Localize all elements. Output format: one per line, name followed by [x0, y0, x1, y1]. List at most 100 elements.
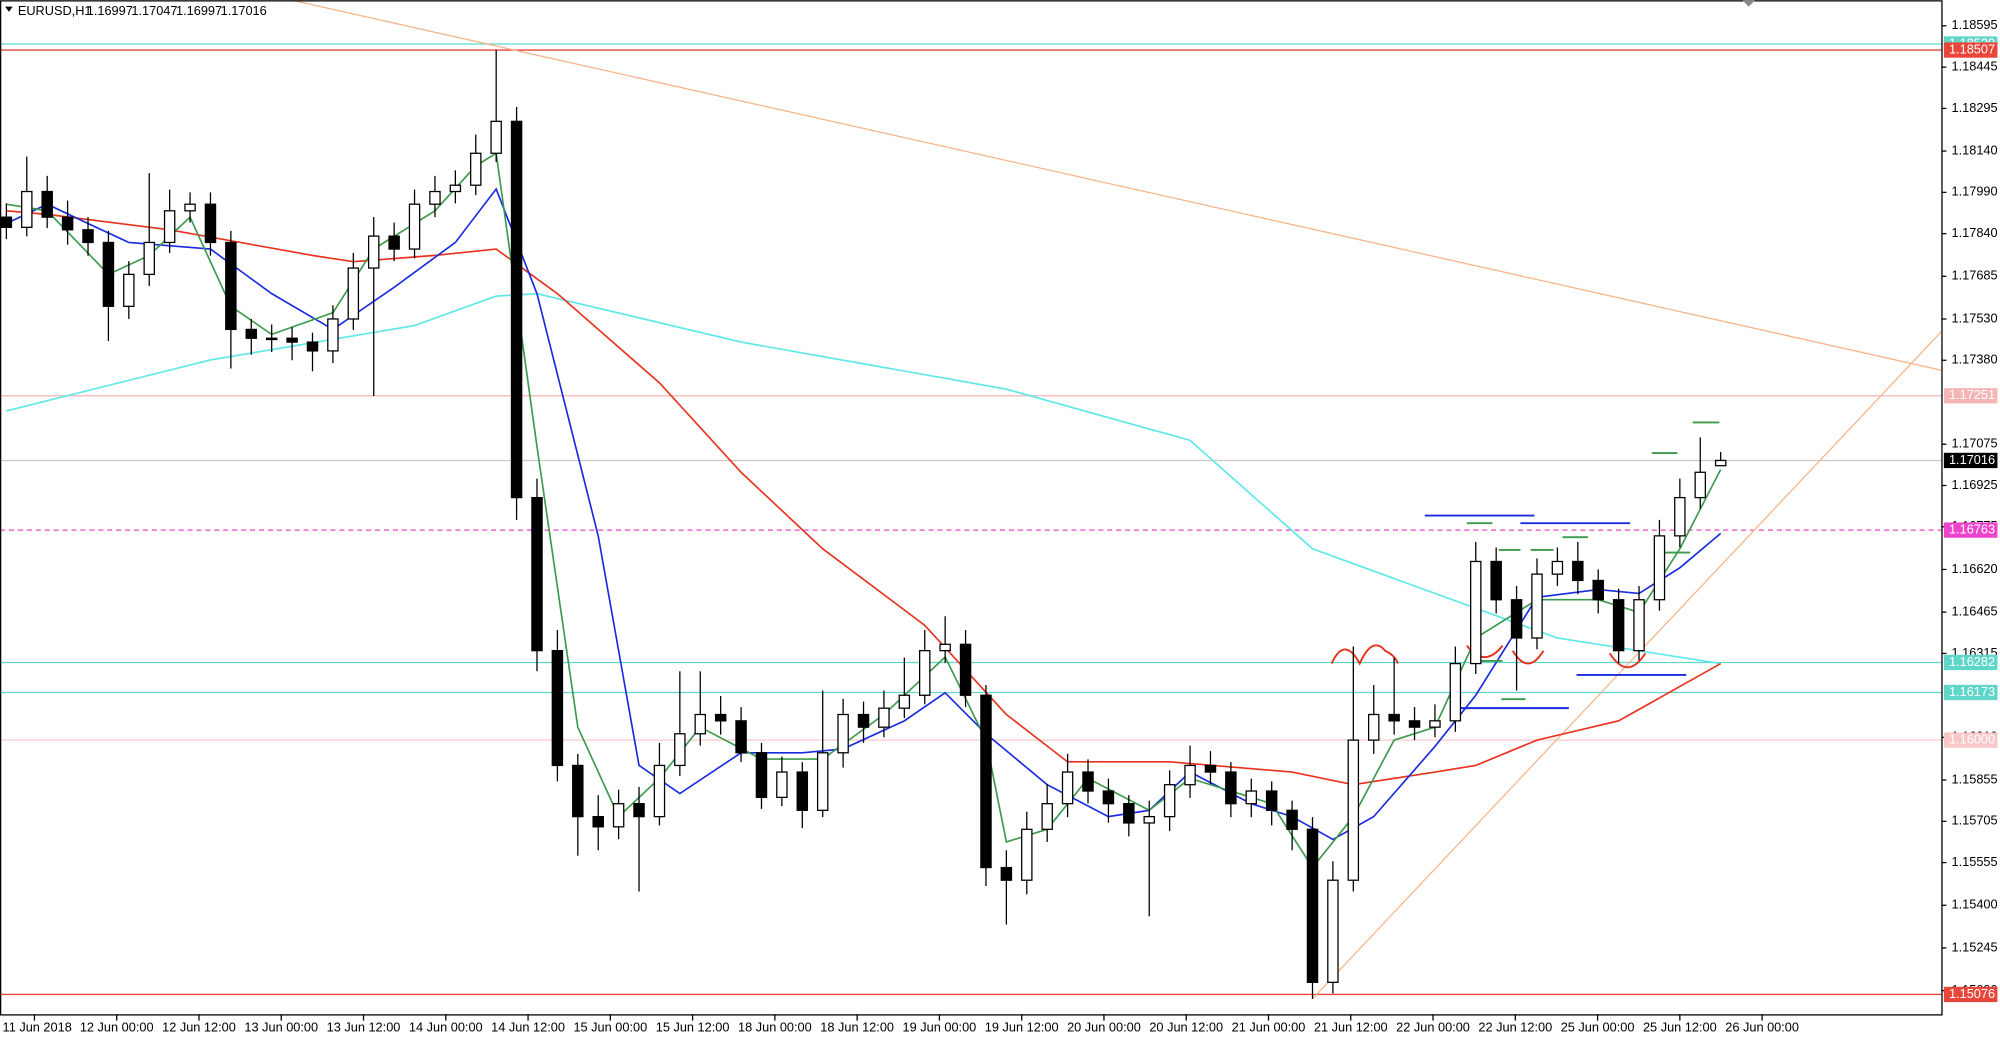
candle-body [1449, 662, 1462, 722]
candle-body [1021, 828, 1033, 881]
candle-body [429, 190, 441, 205]
candle-body [286, 337, 298, 343]
candle-body [347, 267, 360, 320]
candle-body [1674, 496, 1686, 537]
x-tick-label: 19 Jun 00:00 [903, 1020, 977, 1035]
ohlc-value: 1.16997 [87, 3, 133, 18]
price-label-bg [1943, 452, 1998, 469]
candle-body [1612, 599, 1625, 652]
layer: 1.169971.170471.169971.170161.185951.184… [0, 3, 1998, 1035]
candle-body [1653, 535, 1666, 601]
candle-body [123, 273, 135, 307]
ohlc-value: 1.17047 [131, 3, 177, 18]
y-tick-label: 1.15705 [1952, 813, 1998, 828]
candle-body [327, 318, 339, 352]
candle-body [1225, 771, 1237, 805]
price-label-bg [1943, 654, 1998, 671]
price-label: 1.16000 [1949, 731, 1995, 746]
price-label-bg [1943, 522, 1998, 538]
ma-line [6, 292, 1721, 665]
price-label-bg [1943, 42, 1998, 58]
y-tick-label: 1.16465 [1952, 603, 1998, 618]
menu-arrow [5, 6, 13, 12]
price-label: 1.15076 [1949, 986, 1995, 1001]
candle-body [1143, 815, 1155, 824]
x-tick-label: 14 Jun 12:00 [491, 1020, 565, 1035]
y-tick-label: 1.15245 [1952, 939, 1998, 954]
candle-body [1082, 771, 1094, 792]
y-tick-label: 1.18140 [1952, 142, 1998, 157]
candle-body [878, 707, 890, 728]
candle-body [408, 203, 421, 250]
candle-body [367, 235, 380, 269]
ma-line [6, 187, 1722, 841]
candle-body [1286, 809, 1298, 830]
candle-body [1470, 560, 1482, 665]
y-tick-label: 1.15555 [1952, 854, 1998, 869]
candle-body [1408, 720, 1421, 728]
x-tick-label: 20 Jun 12:00 [1149, 1020, 1223, 1035]
candle-body [82, 229, 94, 244]
candle-body [510, 120, 523, 499]
trendline [1312, 331, 1942, 1000]
candle-body [592, 815, 604, 828]
candle-body [1572, 560, 1584, 582]
candle-body [1245, 790, 1258, 805]
candle-body [0, 216, 13, 228]
x-tick-label: 22 Jun 00:00 [1396, 1020, 1470, 1035]
candle-body [265, 337, 278, 341]
candle-body [204, 203, 217, 244]
candle-body [1429, 720, 1441, 728]
candle-body [1041, 803, 1053, 830]
candle-body [980, 694, 992, 869]
y-tick-label: 1.17840 [1952, 225, 1998, 240]
y-tick-label: 1.17990 [1952, 184, 1998, 199]
price-label: 1.16282 [1949, 654, 1995, 669]
y-tick-label: 1.18295 [1952, 100, 1998, 115]
ohlc-value: 1.17016 [221, 3, 267, 18]
x-tick-label: 26 Jun 00:00 [1725, 1020, 1799, 1035]
price-label: 1.16173 [1949, 684, 1995, 699]
x-tick-label: 14 Jun 00:00 [409, 1020, 483, 1035]
y-tick-label: 1.18445 [1952, 58, 1998, 73]
candle-body [1327, 879, 1339, 983]
price-label-bg [1943, 732, 1998, 748]
price-label-bg [1943, 388, 1998, 404]
arc-mark [1608, 652, 1647, 669]
price-label: 1.17251 [1949, 387, 1995, 402]
ohlc-value: 1.16997 [176, 3, 222, 18]
candle-body [1531, 573, 1543, 639]
arc-mark [1466, 645, 1504, 659]
y-tick-label: 1.15400 [1952, 897, 1998, 912]
candle-body [1306, 828, 1319, 983]
candle-body [61, 216, 74, 231]
price-label-bg [1943, 986, 1998, 1003]
x-tick-label: 12 Jun 00:00 [80, 1020, 154, 1035]
candle-body [959, 643, 972, 696]
x-tick-label: 15 Jun 12:00 [656, 1020, 730, 1035]
candle-body [1204, 764, 1217, 773]
candle-body [1694, 471, 1706, 499]
candle-body [21, 190, 33, 228]
candle-body [714, 713, 727, 722]
candle-body [572, 764, 584, 818]
x-tick-label: 25 Jun 00:00 [1561, 1020, 1635, 1035]
y-tick-label: 1.17075 [1952, 436, 1998, 451]
candle-body [1490, 560, 1502, 601]
shift-marker [1742, 0, 1756, 7]
candle-body [755, 752, 768, 798]
candle-body [490, 120, 502, 154]
y-tick-label: 1.17685 [1952, 268, 1998, 283]
price-label: 1.17016 [1949, 452, 1995, 467]
candle-body [306, 341, 319, 352]
arc-mark [1511, 650, 1545, 665]
plot-frame [0, 0, 1943, 1016]
candle-body [898, 694, 911, 709]
candle-body [796, 771, 809, 811]
candle-body [1163, 784, 1176, 818]
x-tick-label: 18 Jun 00:00 [738, 1020, 812, 1035]
candle-body [1551, 560, 1564, 575]
candle-body [1367, 713, 1380, 741]
